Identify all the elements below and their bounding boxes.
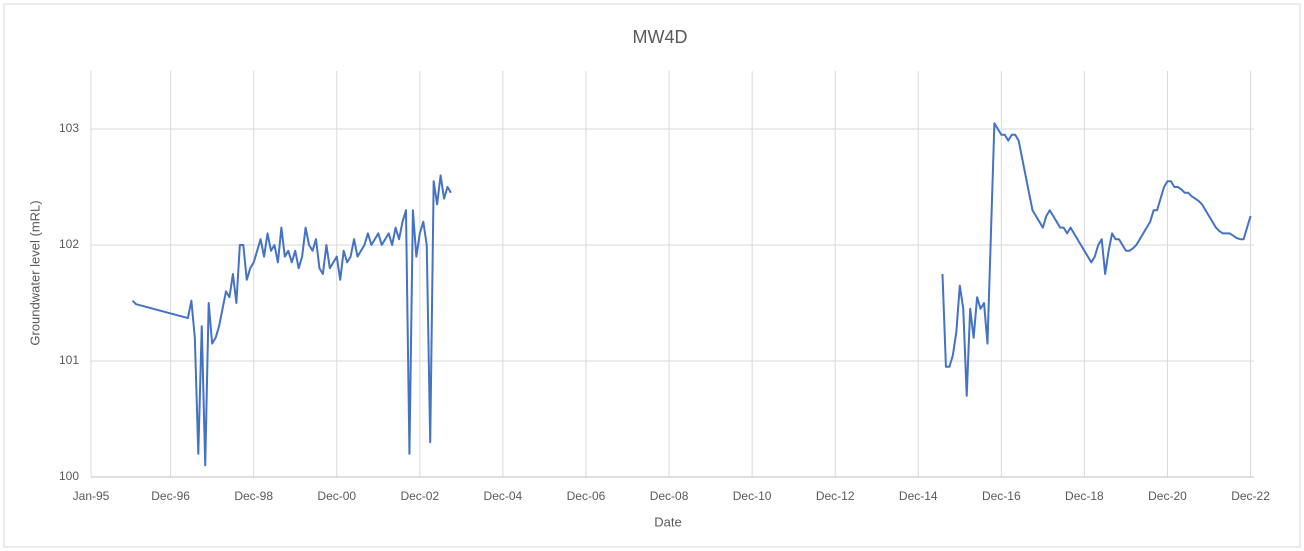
x-tick-label: Dec-08 — [650, 489, 689, 503]
x-tick-label: Dec-02 — [400, 489, 439, 503]
x-tick-label: Dec-98 — [234, 489, 273, 503]
y-tick-label: 100 — [59, 469, 79, 483]
x-tick-label: Dec-04 — [484, 489, 523, 503]
x-tick-label: Dec-06 — [567, 489, 606, 503]
x-tick-label: Dec-00 — [317, 489, 356, 503]
x-tick-label: Dec-20 — [1148, 489, 1187, 503]
x-tick-label: Dec-96 — [151, 489, 190, 503]
x-tick-label: Dec-14 — [899, 489, 938, 503]
x-tick-label: Dec-12 — [816, 489, 855, 503]
y-tick-label: 103 — [59, 121, 79, 135]
y-tick-label: 101 — [59, 353, 79, 367]
x-tick-label: Dec-10 — [733, 489, 772, 503]
chart-border — [3, 3, 1301, 548]
x-axis-label: Date — [654, 514, 681, 529]
x-tick-label: Dec-22 — [1231, 489, 1270, 503]
data-line — [131, 122, 1252, 467]
x-tick-label: Jan-95 — [73, 489, 110, 503]
y-axis-label: Groundwater level (mRL) — [27, 200, 42, 345]
y-tick-label: 102 — [59, 237, 79, 251]
chart-title: MW4D — [633, 27, 688, 47]
x-tick-label: Dec-16 — [982, 489, 1021, 503]
x-tick-label: Dec-18 — [1065, 489, 1104, 503]
